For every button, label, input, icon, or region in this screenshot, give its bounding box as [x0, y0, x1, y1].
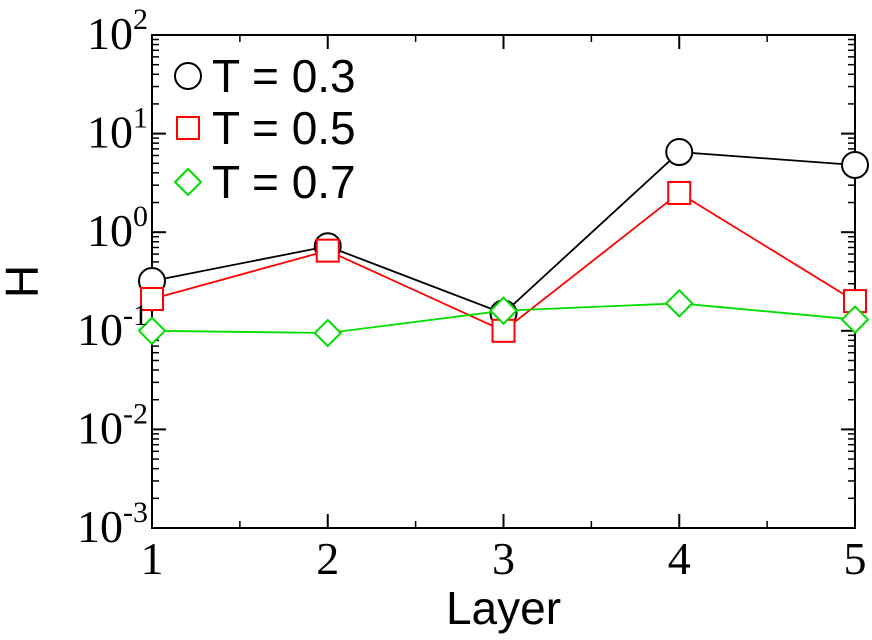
x-tick-label: 1 [141, 533, 164, 584]
y-tick-label: 102 [87, 3, 148, 59]
data-point [140, 287, 164, 312]
legend: T = 0.3T = 0.5T = 0.7 [173, 50, 356, 208]
data-point [841, 151, 869, 180]
y-tick-label: 10-2 [77, 397, 148, 453]
data-point [665, 138, 694, 167]
legend-label: T = 0.5 [212, 102, 356, 154]
data-point [664, 288, 694, 318]
y-tick-label: 10-3 [77, 496, 148, 552]
series-square [140, 180, 867, 343]
legend-label: T = 0.7 [212, 156, 356, 208]
legend-label: T = 0.3 [212, 50, 356, 102]
x-tick-label: 5 [844, 533, 867, 584]
x-tick-label: 2 [316, 533, 339, 584]
y-tick-label: 10-1 [77, 299, 148, 355]
data-point [137, 316, 167, 346]
x-tick-label: 3 [492, 533, 515, 584]
x-tick-label: 4 [668, 533, 691, 584]
series-diamond [137, 288, 870, 348]
y-tick-label: 100 [87, 200, 148, 256]
legend-marker [176, 116, 200, 140]
x-axis-title: Layer [446, 582, 561, 634]
legend-marker [174, 62, 202, 90]
data-point [840, 305, 870, 334]
legend-marker [173, 167, 203, 197]
y-tick-label: 101 [87, 102, 148, 158]
data-point [313, 318, 343, 348]
data-point [315, 238, 340, 263]
y-axis-title: H [0, 265, 48, 298]
data-point [489, 296, 518, 326]
data-point [667, 180, 692, 205]
